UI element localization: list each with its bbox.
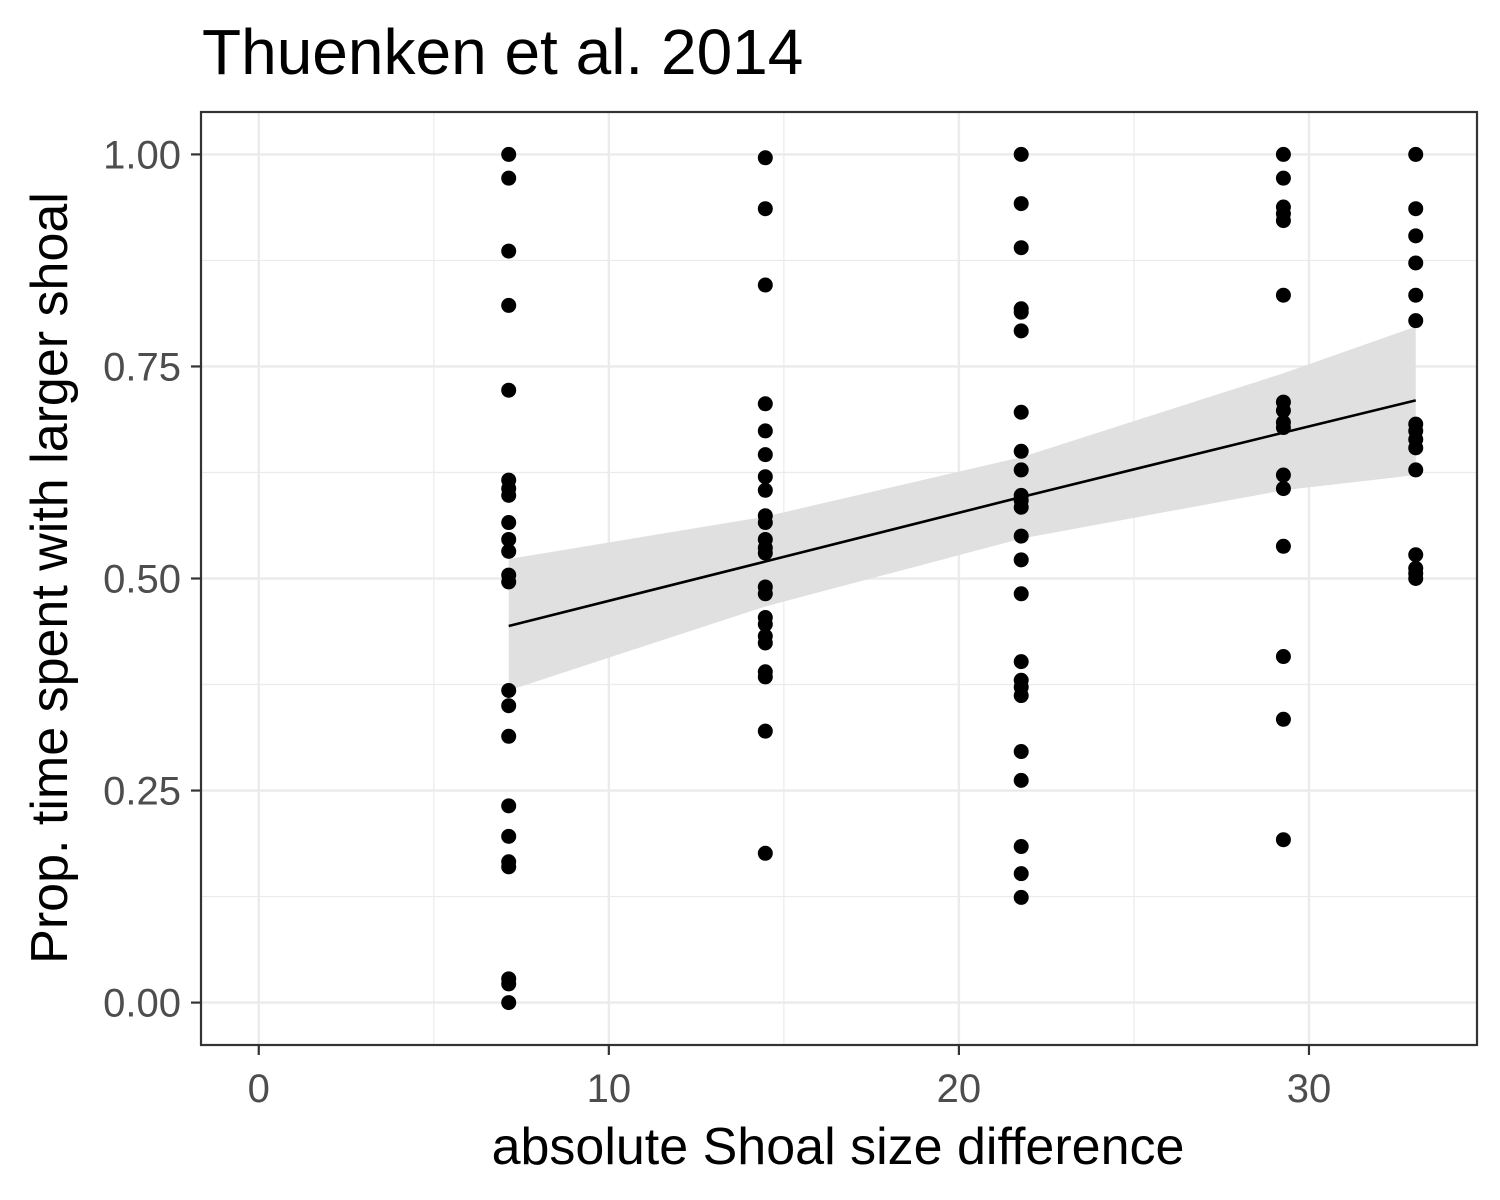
data-point: [1408, 440, 1424, 456]
data-point: [1408, 255, 1424, 271]
data-point: [1408, 547, 1424, 563]
data-point: [501, 243, 517, 259]
data-point: [501, 995, 517, 1011]
data-point: [1013, 586, 1029, 602]
data-point: [757, 723, 773, 739]
data-point: [757, 545, 773, 561]
data-point: [757, 150, 773, 166]
data-point: [501, 515, 517, 531]
data-point: [1013, 323, 1029, 339]
data-point: [1013, 688, 1029, 704]
y-tick-label: 0.50: [103, 558, 181, 602]
x-tick-label: 0: [248, 1067, 270, 1111]
data-point: [1275, 287, 1291, 303]
data-point: [1275, 420, 1291, 436]
data-point: [501, 543, 517, 559]
data-point: [1013, 146, 1029, 162]
data-point: [1275, 170, 1291, 186]
x-tick-label: 10: [587, 1067, 632, 1111]
data-point: [1275, 403, 1291, 419]
data-point: [1013, 196, 1029, 212]
data-point: [501, 728, 517, 744]
data-point: [757, 845, 773, 861]
x-tick-label: 20: [937, 1067, 982, 1111]
data-point: [1275, 711, 1291, 727]
y-axis-ticks: 0.00 0.25 0.50 0.75 1.00: [103, 133, 201, 1026]
data-point: [501, 976, 517, 992]
data-point: [757, 423, 773, 439]
data-point: [501, 487, 517, 503]
data-point: [1275, 649, 1291, 665]
data-point: [757, 586, 773, 602]
data-point: [757, 447, 773, 463]
data-point: [1013, 462, 1029, 478]
data-point: [757, 469, 773, 485]
data-point: [757, 277, 773, 293]
data-point: [501, 382, 517, 398]
y-tick-label: 0.75: [103, 345, 181, 389]
data-point: [757, 669, 773, 685]
y-tick-label: 0.00: [103, 982, 181, 1026]
data-point: [1013, 772, 1029, 788]
data-point: [1275, 538, 1291, 554]
x-axis-title: absolute Shoal size difference: [492, 1118, 1185, 1176]
data-point: [501, 531, 517, 547]
plot-panel: [199, 110, 1479, 1047]
data-point: [757, 482, 773, 498]
data-point: [1013, 866, 1029, 882]
data-point: [1013, 404, 1029, 420]
data-point: [1275, 481, 1291, 497]
data-point: [1013, 889, 1029, 905]
data-point: [1013, 744, 1029, 760]
data-point: [501, 297, 517, 313]
data-point: [1275, 213, 1291, 229]
data-point: [1013, 443, 1029, 459]
data-point: [501, 170, 517, 186]
data-point: [757, 396, 773, 412]
data-point: [1013, 839, 1029, 855]
x-axis-ticks: 0 10 20 30: [248, 1045, 1332, 1111]
data-point: [1013, 240, 1029, 256]
data-point: [757, 635, 773, 651]
data-point: [501, 798, 517, 814]
data-point: [1013, 528, 1029, 544]
data-point: [1408, 287, 1424, 303]
y-tick-label: 0.25: [103, 770, 181, 814]
data-point: [1013, 654, 1029, 670]
data-point: [757, 616, 773, 632]
data-point: [501, 146, 517, 162]
data-point: [501, 698, 517, 714]
chart-title: Thuenken et al. 2014: [202, 16, 803, 88]
data-point: [1275, 467, 1291, 483]
data-point: [501, 828, 517, 844]
y-axis-title: Prop. time spent with larger shoal: [21, 192, 79, 964]
data-point: [501, 859, 517, 875]
data-point: [1013, 499, 1029, 515]
confidence-ribbon: [508, 326, 1416, 691]
data-point: [1013, 304, 1029, 320]
data-point: [1408, 201, 1424, 217]
data-point: [757, 515, 773, 531]
data-point: [1013, 552, 1029, 568]
data-point: [1408, 313, 1424, 329]
data-point: [1408, 462, 1424, 478]
data-point: [1275, 146, 1291, 162]
data-point: [501, 682, 517, 698]
data-point: [757, 201, 773, 217]
x-tick-label: 30: [1287, 1067, 1332, 1111]
data-point: [1408, 571, 1424, 586]
y-tick-label: 1.00: [103, 133, 181, 177]
data-points: [501, 146, 1424, 1011]
data-point: [501, 574, 517, 590]
data-point: [1275, 832, 1291, 848]
data-point: [1408, 228, 1424, 244]
data-point: [1408, 146, 1424, 162]
